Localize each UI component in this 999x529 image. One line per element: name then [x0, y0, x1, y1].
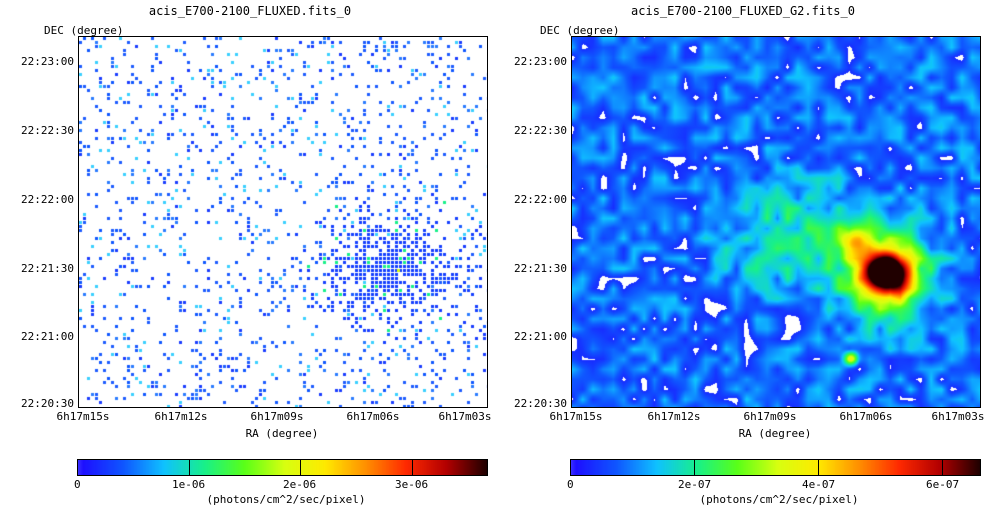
right-image-panel: acis_E700-2100_FLUXED_G2.fits_0 DEC (deg… [493, 0, 993, 529]
right-dec-tick: 22:22:00 [514, 193, 567, 206]
right-dec-tick: 22:22:30 [514, 124, 567, 137]
left-colorbar [77, 459, 488, 476]
right-colorbar-gradient [571, 460, 980, 475]
right-dec-tick: 22:20:30 [514, 397, 567, 410]
left-colorbar-tickmark [300, 459, 301, 476]
left-ra-tick: 6h17m06s [346, 410, 400, 423]
left-ra-tick: 6h17m03s [438, 410, 492, 423]
right-image-frame[interactable] [571, 36, 981, 408]
left-colorbar-tick: 1e-06 [172, 478, 206, 491]
left-colorbar-tick: 0 [74, 478, 81, 491]
left-dec-tick: 22:22:30 [21, 124, 74, 137]
right-ra-tick: 6h17m06s [839, 410, 893, 423]
left-dec-tick: 22:21:00 [21, 330, 74, 343]
left-ra-axis-label: RA (degree) [245, 427, 319, 440]
right-colorbar-tickmark [942, 459, 943, 476]
left-image-frame[interactable] [78, 36, 488, 408]
left-dec-axis-label: DEC (degree) [44, 24, 124, 37]
right-colorbar-tick: 6e-07 [926, 478, 960, 491]
right-ra-axis-label: RA (degree) [738, 427, 812, 440]
right-dec-tick: 22:21:30 [514, 262, 567, 275]
right-colorbar-tickmark [818, 459, 819, 476]
left-colorbar-unit: (photons/cm^2/sec/pixel) [206, 493, 366, 506]
right-image-title: acis_E700-2100_FLUXED_G2.fits_0 [631, 4, 855, 18]
left-ra-tick: 6h17m09s [250, 410, 304, 423]
left-image-title: acis_E700-2100_FLUXED.fits_0 [148, 4, 352, 18]
left-ra-tick: 6h17m12s [154, 410, 208, 423]
right-colorbar-tick: 0 [567, 478, 574, 491]
left-dec-tick: 22:20:30 [21, 397, 74, 410]
left-ra-tick: 6h17m15s [56, 410, 110, 423]
right-colorbar [570, 459, 981, 476]
right-dec-tick: 22:23:00 [514, 55, 567, 68]
right-ra-tick: 6h17m15s [549, 410, 603, 423]
left-colorbar-tickmark [412, 459, 413, 476]
left-colorbar-gradient [78, 460, 487, 475]
left-colorbar-tick: 2e-06 [283, 478, 317, 491]
left-colorbar-tickmark [189, 459, 190, 476]
right-ra-tick: 6h17m09s [743, 410, 797, 423]
left-dec-tick: 22:23:00 [21, 55, 74, 68]
left-dec-tick: 22:21:30 [21, 262, 74, 275]
left-dec-tick: 22:22:00 [21, 193, 74, 206]
left-sky-image[interactable] [79, 37, 487, 407]
right-ra-tick: 6h17m03s [931, 410, 985, 423]
left-image-panel: acis_E700-2100_FLUXED.fits_0 DEC (degree… [21, 4, 492, 506]
left-colorbar-tick: 3e-06 [395, 478, 429, 491]
right-smoothed-sky-image[interactable] [572, 37, 980, 407]
right-colorbar-unit: (photons/cm^2/sec/pixel) [699, 493, 859, 506]
right-dec-tick: 22:21:00 [514, 330, 567, 343]
right-colorbar-tick: 4e-07 [802, 478, 836, 491]
right-colorbar-tick: 2e-07 [678, 478, 712, 491]
right-ra-tick: 6h17m12s [647, 410, 701, 423]
right-dec-axis-label: DEC (degree) [540, 24, 620, 37]
right-colorbar-tickmark [694, 459, 695, 476]
